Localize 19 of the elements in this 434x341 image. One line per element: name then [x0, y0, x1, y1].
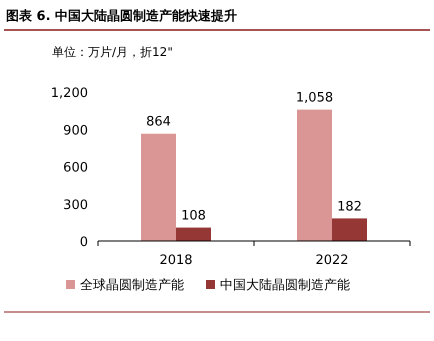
chart-title: 图表 6. 中国大陆晶圆制造产能快速提升	[6, 8, 238, 24]
bar	[141, 134, 176, 241]
bar	[297, 110, 332, 241]
y-tick-label: 300	[63, 198, 88, 213]
x-tick-label: 2018	[159, 253, 193, 268]
bar	[332, 218, 367, 241]
data-label: 108	[181, 208, 206, 224]
bar	[176, 228, 211, 241]
data-label: 182	[337, 199, 362, 214]
chart-subtitle: 单位：万片/月，折12"	[52, 45, 173, 59]
data-label: 864	[146, 114, 171, 130]
data-label: 1,058	[296, 90, 334, 106]
y-tick-label: 1,200	[50, 86, 88, 101]
y-tick-label: 0	[80, 235, 88, 250]
legend-label: 全球晶圆制造产能	[80, 278, 184, 293]
y-tick-label: 900	[63, 123, 88, 138]
x-tick-label: 2022	[315, 253, 349, 268]
y-tick-label: 600	[63, 160, 88, 176]
legend-label: 中国大陆晶圆制造产能	[220, 278, 350, 293]
